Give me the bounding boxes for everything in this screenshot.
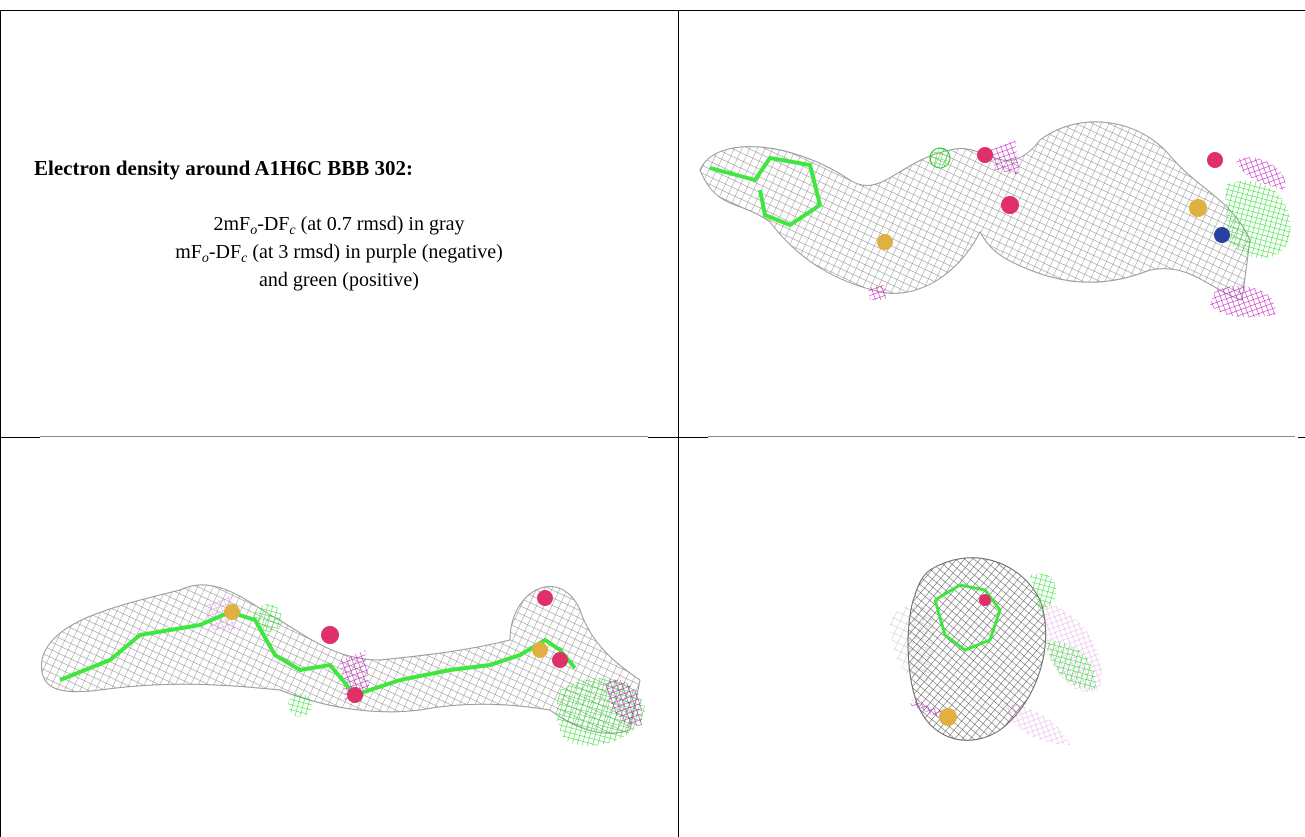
legend-text: -DF bbox=[257, 213, 290, 235]
density-view-1 bbox=[699, 121, 1291, 318]
density-view-3 bbox=[890, 557, 1102, 745]
table-borders bbox=[0, 10, 1305, 837]
subscript: c bbox=[241, 251, 248, 266]
density-view-2 bbox=[41, 584, 645, 746]
legend-text: and green (positive) bbox=[259, 269, 419, 291]
legend-text: -DF bbox=[208, 241, 242, 263]
subscript: o bbox=[201, 251, 209, 266]
legend-text: mF bbox=[175, 241, 202, 263]
legend-line: 2mFo-DFc (at 0.7 rmsd) in gray bbox=[0, 210, 678, 238]
legend-text: (at 3 rmsd) in purple (negative) bbox=[247, 241, 503, 263]
subscript: c bbox=[289, 223, 296, 238]
legend-line: mFo-DFc (at 3 rmsd) in purple (negative) bbox=[0, 238, 678, 266]
legend-text: (at 0.7 rmsd) in gray bbox=[295, 213, 465, 235]
panel-title: Electron density around A1H6C BBB 302: bbox=[34, 156, 414, 180]
legend-text: 2mF bbox=[213, 213, 251, 235]
subscript: o bbox=[250, 223, 258, 238]
legend-line: and green (positive) bbox=[0, 266, 678, 294]
legend: 2mFo-DFc (at 0.7 rmsd) in gray mFo-DFc (a… bbox=[0, 210, 678, 294]
